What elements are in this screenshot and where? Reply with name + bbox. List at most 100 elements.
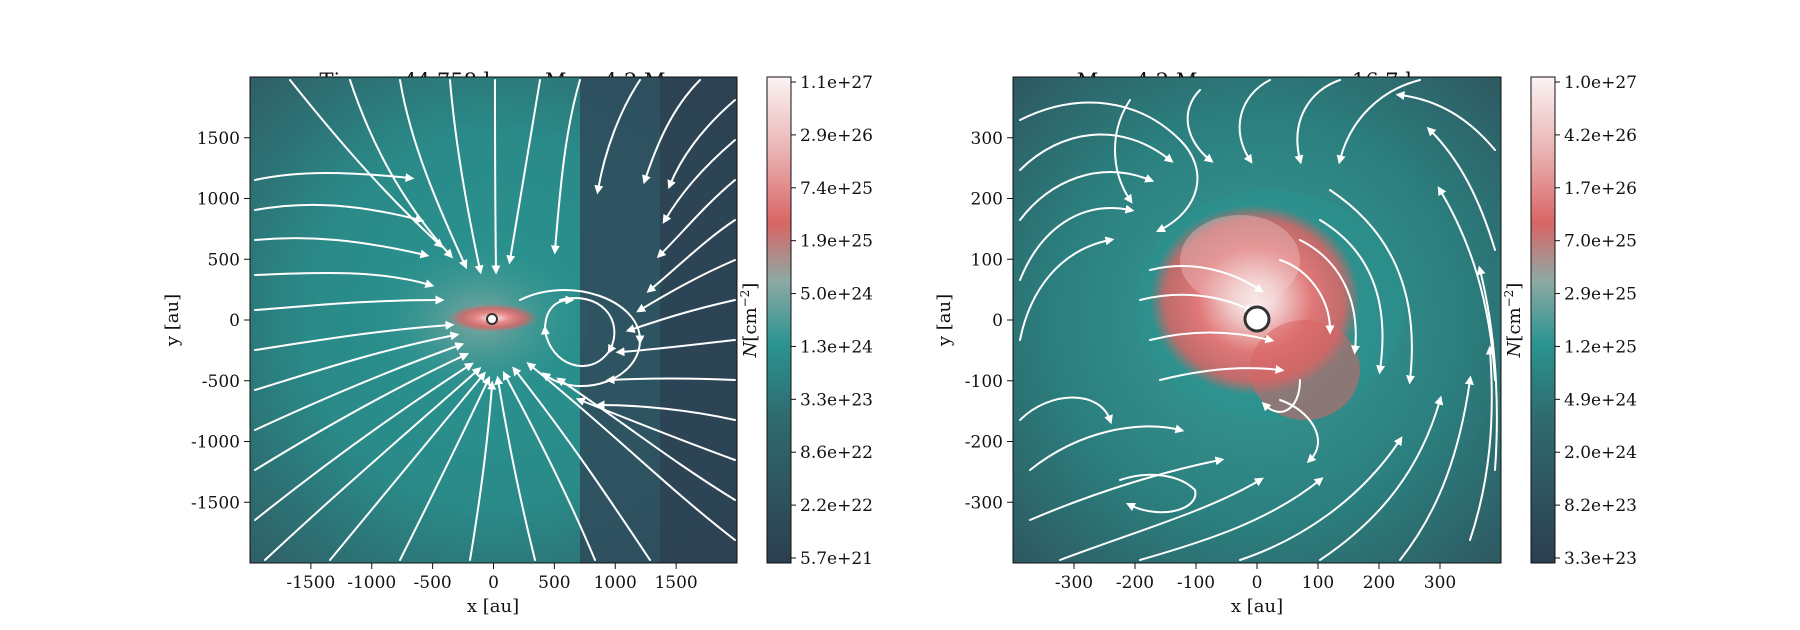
streamline — [254, 320, 455, 351]
streamline — [646, 219, 736, 293]
colorbar-tick-label: 2.9e+25 — [1564, 285, 1637, 305]
x-tick-label: 200 — [1363, 573, 1395, 593]
colorbar-tick-label: 8.2e+23 — [1564, 496, 1637, 516]
panel-2-axes: -300 -200 -100 0 100 200 300 -300 -200 -100 0 100 20… — [965, 129, 1456, 593]
streamline — [1399, 375, 1474, 561]
streamline — [1019, 396, 1113, 425]
streamline — [254, 237, 430, 259]
streamline — [656, 179, 736, 259]
streamline — [1426, 126, 1496, 251]
streamline — [399, 79, 468, 270]
colorbar-tick-label: 3.3e+23 — [1564, 549, 1637, 569]
panel-2-image — [1013, 77, 1501, 563]
streamline — [491, 79, 501, 275]
panel-1-colorbar-label: N[cm−2] — [738, 283, 761, 359]
colorbar-tick-label: 8.6e+22 — [800, 443, 873, 463]
streamline — [556, 377, 736, 501]
streamline — [636, 259, 736, 313]
y-tick-label: 300 — [971, 129, 1003, 149]
streamline — [1019, 204, 1135, 281]
streamline — [594, 79, 641, 195]
colorbar-tick-label: 5.7e+21 — [800, 549, 873, 569]
x-tick-label: 500 — [538, 573, 570, 593]
streamline — [526, 362, 736, 541]
streamline — [254, 172, 415, 183]
streamline — [1019, 236, 1115, 341]
streamline — [1336, 79, 1421, 165]
streamline — [1329, 189, 1415, 385]
y-tick-label: -100 — [965, 372, 1003, 392]
panel-1-image — [250, 77, 737, 563]
y-tick-label: 0 — [229, 311, 240, 331]
colorbar-tick-label: 1.0e+27 — [1564, 73, 1637, 93]
streamline — [254, 362, 474, 521]
streamline — [1059, 477, 1264, 561]
colorbar-tick-label: 4.2e+26 — [1564, 126, 1637, 146]
panel-2-ylabel: y [au] — [934, 294, 955, 347]
colorbar-tick-label: 2.0e+24 — [1564, 443, 1637, 463]
x-tick-label: -200 — [1116, 573, 1154, 593]
streamline — [662, 139, 736, 224]
x-tick-label: 100 — [1302, 573, 1334, 593]
streamline — [254, 271, 435, 289]
streamline — [625, 299, 736, 333]
x-tick-label: 1000 — [594, 573, 637, 593]
colorbar-tick-label: 1.2e+25 — [1564, 337, 1637, 357]
streamline — [1139, 477, 1324, 561]
panel-1-star-marker — [486, 313, 498, 325]
streamline — [1159, 364, 1285, 381]
colorbar-tick-label: 4.9e+24 — [1564, 390, 1637, 410]
streamline — [1279, 259, 1335, 335]
streamline — [254, 295, 445, 311]
streamline — [519, 289, 645, 388]
streamline — [1019, 171, 1155, 221]
streamline — [667, 99, 736, 190]
streamline — [502, 371, 596, 561]
streamline — [469, 380, 497, 561]
streamline — [1119, 473, 1197, 514]
colorbar-tick-label: 2.2e+22 — [800, 496, 873, 516]
x-tick-label: 1500 — [654, 573, 697, 593]
panel-2-streamlines — [1019, 79, 1498, 561]
streamline — [1279, 399, 1320, 464]
streamline — [254, 342, 465, 431]
x-tick-label: 0 — [488, 573, 499, 593]
streamline — [329, 371, 486, 561]
streamline — [254, 352, 470, 471]
streamline — [1149, 265, 1264, 293]
colorbar-tick-label: 1.3e+24 — [800, 337, 873, 357]
streamline — [1469, 345, 1495, 541]
panel-1-colorbar-ticks: 1.1e+27 2.9e+26 7.4e+25 1.9e+25 5.0e+24 1.3e+… — [791, 73, 873, 569]
streamline — [1114, 99, 1133, 204]
x-tick-label: -100 — [1177, 573, 1215, 593]
x-tick-label: -1000 — [347, 573, 396, 593]
x-tick-label: -300 — [1055, 573, 1093, 593]
streamline — [1437, 186, 1496, 381]
y-tick-label: 200 — [971, 190, 1003, 210]
panel-2-colorbar-label: N[cm−2] — [1502, 283, 1525, 359]
x-tick-label: 300 — [1424, 573, 1456, 593]
streamline — [289, 79, 444, 249]
y-tick-label: 500 — [208, 250, 240, 270]
streamline — [1395, 91, 1496, 151]
panel-2-colorbar-ticks: 1.0e+27 4.2e+26 1.7e+26 7.0e+25 2.9e+25 1.2e+… — [1555, 73, 1637, 569]
y-tick-label: 1500 — [197, 129, 240, 149]
streamline — [1261, 379, 1301, 413]
streamline — [449, 79, 484, 275]
y-tick-label: -200 — [965, 433, 1003, 453]
panel-2-colorbar — [1530, 76, 1556, 564]
x-tick-label: -1500 — [286, 573, 335, 593]
streamline — [1294, 79, 1341, 165]
panel-2-xlabel: x [au] — [1231, 596, 1283, 617]
colorbar-tick-label: 1.9e+25 — [800, 232, 873, 252]
streamline — [1239, 436, 1403, 561]
streamline — [1238, 79, 1271, 164]
streamline — [254, 203, 425, 224]
streamline — [1019, 133, 1174, 171]
streamline — [1319, 395, 1444, 561]
colorbar-tick-label: 5.0e+24 — [800, 285, 873, 305]
streamline — [349, 79, 454, 259]
streamline — [642, 79, 701, 185]
